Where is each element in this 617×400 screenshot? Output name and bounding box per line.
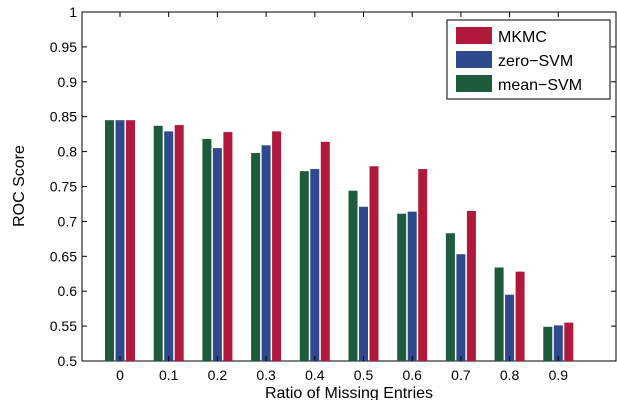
bar-meansvm-0.6: [397, 213, 407, 361]
bar-mkmc-0.9: [564, 322, 574, 361]
bar-meansvm-0.5: [348, 190, 358, 361]
bar-mkmc-0.2: [223, 132, 233, 361]
legend-label: zero−SVM: [498, 53, 573, 70]
y-tick-label: 0.6: [58, 283, 78, 299]
x-tick-label: 0.6: [402, 367, 422, 383]
y-tick-label: 0.7: [58, 213, 78, 229]
bar-zerosvm-0: [115, 120, 125, 361]
x-tick-label: 0: [116, 367, 124, 383]
y-tick-label: 0.55: [50, 318, 77, 334]
bar-mkmc-0.8: [515, 271, 525, 361]
bar-zerosvm-0.3: [261, 145, 271, 361]
legend: MKMC zero−SVM mean−SVM: [446, 19, 611, 100]
legend-swatch: [456, 27, 492, 44]
bar-zerosvm-0.6: [407, 211, 417, 361]
x-tick-label: 0.2: [208, 367, 228, 383]
y-tick-label: 0.85: [50, 109, 77, 125]
bar-meansvm-0.4: [299, 171, 309, 361]
bar-zerosvm-0.2: [212, 148, 222, 361]
legend-label: mean−SVM: [498, 77, 582, 94]
y-axis: 0.5 0.55 0.6 0.65 0.7 0.75 0.8 0.85 0.9 0.95 1: [50, 4, 616, 369]
bar-zerosvm-0.8: [505, 294, 515, 361]
bar-mkmc-0.3: [272, 131, 282, 361]
bar-meansvm-0.7: [445, 233, 455, 361]
x-tick-label: 0.5: [354, 367, 374, 383]
x-tick-label: 0.1: [159, 367, 179, 383]
bars-group: [105, 120, 574, 362]
x-axis: 0 0.1 0.2 0.3 0.4 0.5 0.6 0.7 0.8 0.9: [116, 12, 568, 383]
y-axis-title: ROC Score: [11, 145, 28, 227]
x-tick-label: 0.7: [451, 367, 471, 383]
bar-zerosvm-0.9: [553, 325, 563, 361]
x-tick-label: 0.8: [500, 367, 520, 383]
y-tick-label: 0.75: [50, 179, 77, 195]
x-tick-label: 0.9: [549, 367, 569, 383]
y-tick-label: 0.8: [58, 144, 78, 160]
bar-zerosvm-0.7: [456, 254, 466, 361]
bar-zerosvm-0.4: [310, 169, 320, 361]
y-tick-label: 0.65: [50, 248, 77, 264]
bar-meansvm-0.9: [543, 326, 553, 361]
y-tick-label: 0.9: [58, 74, 78, 90]
bar-mkmc-0.4: [320, 141, 330, 361]
legend-label: MKMC: [498, 29, 547, 46]
bar-zerosvm-0.5: [359, 206, 368, 361]
bar-mkmc-0.5: [369, 166, 379, 361]
legend-swatch: [456, 51, 492, 68]
bar-mkmc-0: [126, 120, 135, 361]
y-tick-label: 0.95: [50, 39, 77, 55]
x-axis-title: Ratio of Missing Entries: [265, 385, 433, 400]
bar-meansvm-0: [105, 120, 114, 361]
y-tick-label: 0.5: [58, 353, 78, 369]
bar-meansvm-0.1: [153, 125, 163, 361]
bar-meansvm-0.2: [202, 139, 212, 361]
bar-meansvm-0.8: [494, 267, 504, 361]
bar-zerosvm-0.1: [164, 131, 174, 361]
legend-swatch: [456, 75, 492, 92]
y-tick-label: 1: [69, 4, 77, 20]
bar-mkmc-0.1: [174, 125, 184, 362]
bar-meansvm-0.3: [251, 152, 261, 361]
x-tick-label: 0.3: [256, 367, 276, 383]
bar-mkmc-0.6: [418, 169, 428, 361]
x-tick-label: 0.4: [305, 367, 325, 383]
bar-mkmc-0.7: [466, 210, 476, 361]
